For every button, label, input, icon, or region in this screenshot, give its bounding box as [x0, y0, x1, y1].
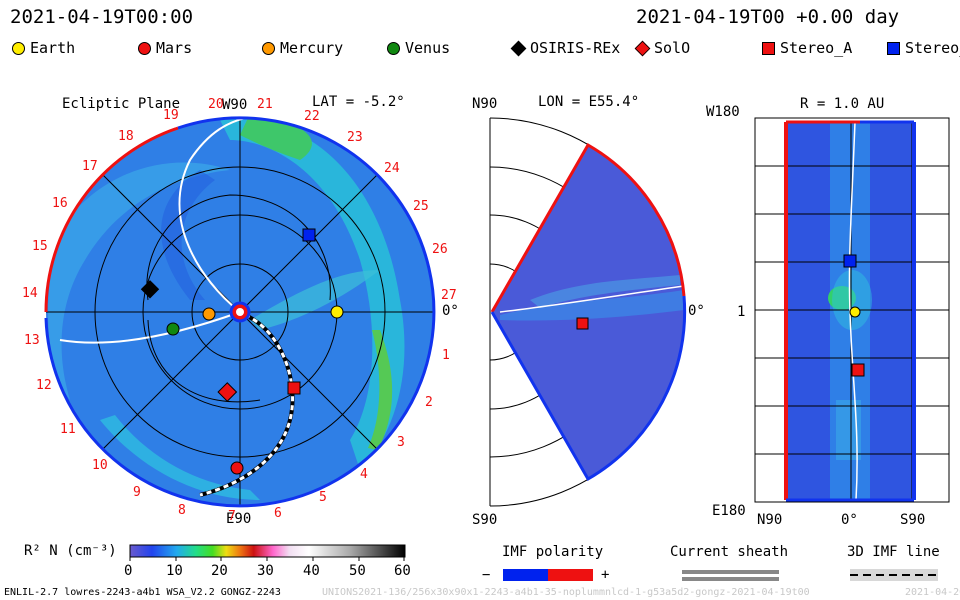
current-sheath-line-2	[682, 577, 779, 581]
timestamp-right: 2021-04-19T00 +0.00 day	[636, 6, 900, 28]
meridional-lon-label: LON = E55.4°	[538, 94, 640, 110]
radius-top-label: W180	[706, 104, 740, 120]
legend-earth: Earth	[12, 39, 75, 57]
legend-solo: SolO	[634, 39, 690, 57]
legend-stereo-b: Stereo_	[887, 39, 960, 57]
body-legend: Earth Mars Mercury Venus OSIRIS-REx SolO…	[0, 39, 960, 59]
stereo-b-marker	[302, 228, 316, 242]
current-sheath-title: Current sheath	[670, 544, 789, 560]
legend-mercury: Mercury	[262, 39, 343, 57]
imf-polarity-plus: +	[601, 567, 610, 583]
radius-x-label-n90: N90	[757, 512, 783, 528]
imf-polarity-title: IMF polarity	[502, 544, 604, 560]
ecliptic-lat-label: LAT = -5.2°	[312, 94, 405, 110]
ecliptic-top-label: W90	[222, 97, 248, 113]
timestamp-left: 2021-04-19T00:00	[10, 6, 194, 28]
radius-mid-label: 1	[737, 304, 746, 320]
mercury-circle-icon	[262, 41, 275, 55]
radius-bottom-label: E180	[712, 503, 746, 519]
radius-panel	[754, 117, 950, 503]
footer-right: 2021-04-20	[905, 587, 960, 598]
mars-circle-icon	[138, 41, 151, 55]
radius-earth-marker	[849, 306, 861, 318]
meridional-zero-label: 0°	[688, 303, 705, 319]
osiris-rex-marker	[140, 280, 160, 299]
ecliptic-bottom-label: E90	[226, 511, 252, 527]
imf-polarity-negative-bar	[503, 569, 548, 581]
radius-x-label-s90: S90	[900, 512, 926, 528]
meridional-panel	[489, 117, 687, 507]
ecliptic-zero-label: 0°	[442, 303, 459, 319]
stereo-a-square-icon	[762, 41, 775, 55]
colorbar-label: R² N (cm⁻³)	[24, 543, 117, 559]
radius-r-label: R = 1.0 AU	[800, 96, 885, 112]
imf-polarity-positive-bar	[548, 569, 593, 581]
legend-venus: Venus	[387, 39, 450, 57]
meridional-stereo-a-marker	[576, 317, 589, 330]
meridional-top-label: N90	[472, 96, 498, 112]
venus-marker	[166, 322, 180, 336]
venus-circle-icon	[387, 41, 400, 55]
earth-marker	[330, 305, 344, 319]
legend-osiris-rex: OSIRIS-REx	[510, 39, 620, 57]
imf-line-title: 3D IMF line	[847, 544, 940, 560]
mars-marker	[230, 461, 244, 475]
footer-left: ENLIL-2.7 lowres-2243-a4b1 WSA_V2.2 GONG…	[4, 587, 281, 598]
density-colorbar	[129, 544, 406, 558]
stereo-a-marker	[287, 381, 301, 395]
legend-mars: Mars	[138, 39, 192, 57]
radius-x-label-0: 0°	[841, 512, 858, 528]
current-sheath-line-1	[682, 570, 779, 574]
legend-stereo-a: Stereo_A	[762, 39, 852, 57]
imf-polarity-minus: −	[482, 567, 491, 583]
radius-stereo-b-marker	[843, 254, 857, 268]
radius-stereo-a-marker	[851, 363, 865, 377]
earth-circle-icon	[12, 41, 25, 55]
ecliptic-title: Ecliptic Plane	[62, 96, 181, 112]
solo-marker	[217, 382, 238, 402]
footer-middle: UNIONS2021-136/256x30x90x1-2243-a4b1-35-…	[322, 587, 810, 598]
mercury-marker	[202, 307, 216, 321]
ecliptic-plane-panel	[44, 116, 436, 508]
meridional-bottom-label: S90	[472, 512, 498, 528]
stereo-b-square-icon	[887, 41, 900, 55]
